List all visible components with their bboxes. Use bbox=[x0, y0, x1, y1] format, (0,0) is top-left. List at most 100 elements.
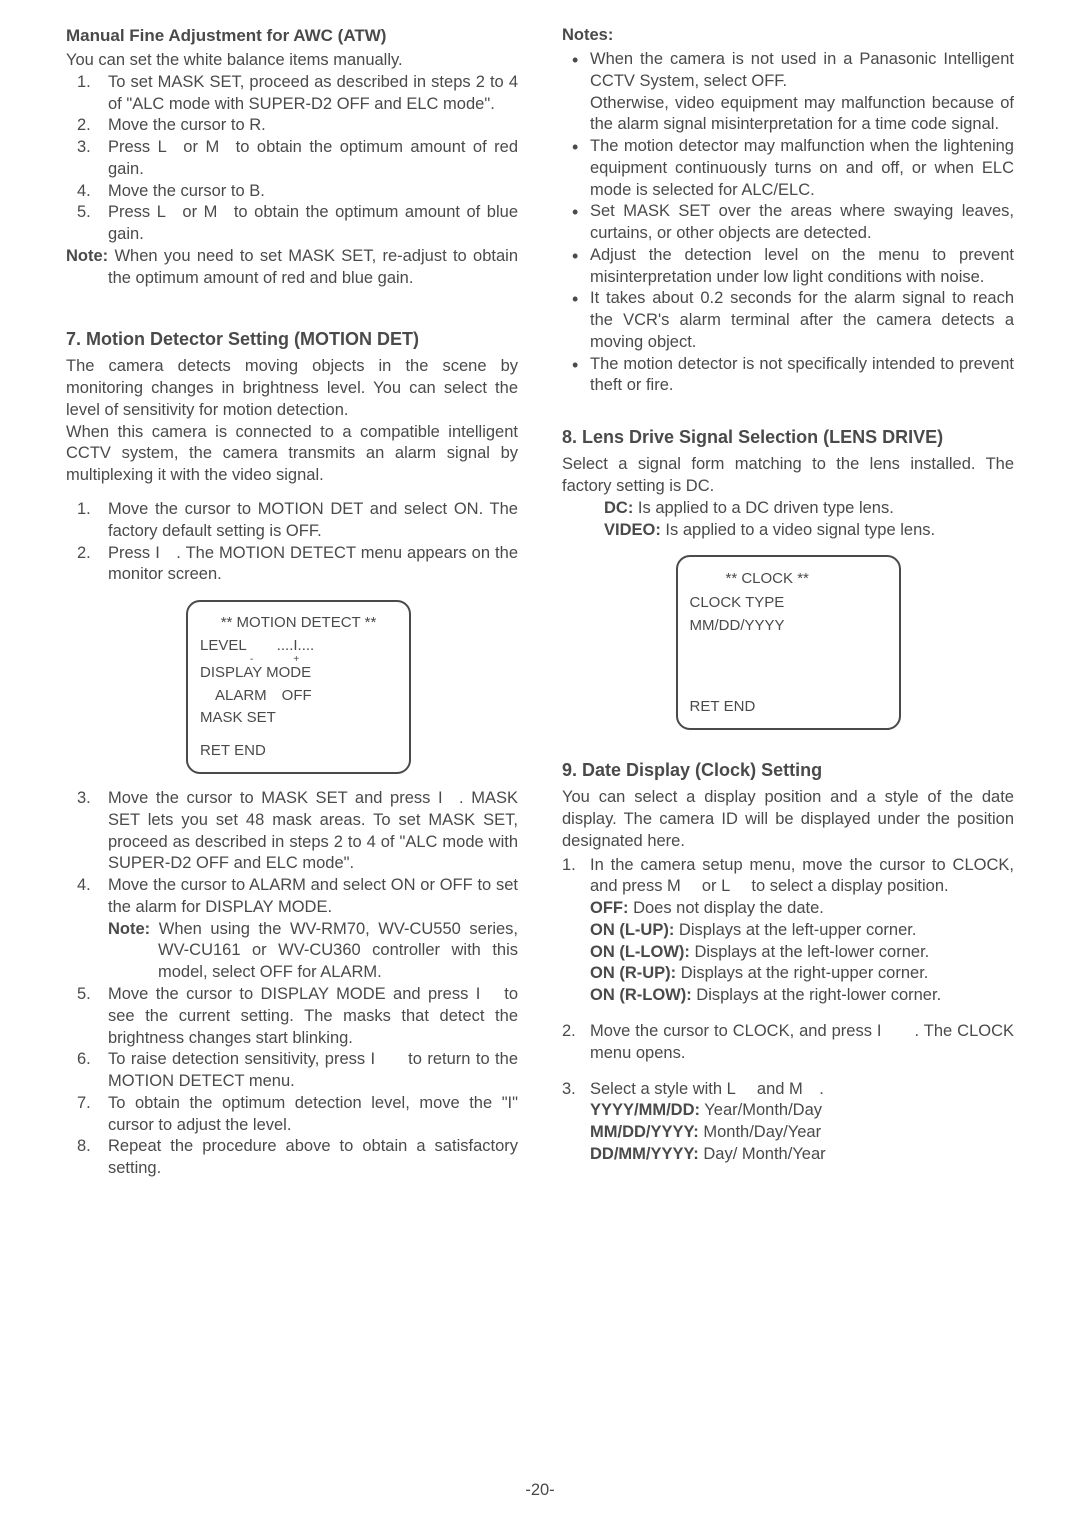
dmy-label: DD/MM/YYYY: bbox=[590, 1145, 699, 1163]
video-text: Is applied to a video signal type lens. bbox=[661, 521, 935, 539]
note-item: The motion detector may malfunction when… bbox=[562, 136, 1014, 201]
step-item: 5.Move the cursor to DISPLAY MODE and pr… bbox=[66, 984, 518, 1049]
off-line: OFF: Does not display the date. bbox=[562, 898, 1014, 920]
para-lens: Select a signal form matching to the len… bbox=[562, 454, 1014, 498]
lup-label: ON (L-UP): bbox=[590, 921, 674, 939]
clock-menu: ** CLOCK ** CLOCK TYPE MM/DD/YYYY RET EN… bbox=[676, 555, 901, 730]
spacer bbox=[200, 730, 397, 740]
video-label: VIDEO: bbox=[604, 521, 661, 539]
step-text: Select a style with L and M . bbox=[590, 1080, 824, 1098]
heading-lens-drive: 8. Lens Drive Signal Selection (LENS DRI… bbox=[562, 427, 1014, 448]
step-item: 6.To raise detection sensitivity, press … bbox=[66, 1049, 518, 1093]
menu-line: ** CLOCK ** bbox=[690, 567, 887, 590]
step-num: 3. bbox=[77, 137, 91, 159]
mdy-text: Month/Day/Year bbox=[699, 1123, 821, 1141]
llow-label: ON (L-LOW): bbox=[590, 943, 690, 961]
note-item: Set MASK SET over the areas where swayin… bbox=[562, 201, 1014, 245]
step-item: 5. Press L or M to obtain the optimum amo… bbox=[66, 202, 518, 246]
note-item: It takes about 0.2 seconds for the alarm… bbox=[562, 288, 1014, 353]
heading-motion-det: 7. Motion Detector Setting (MOTION DET) bbox=[66, 329, 518, 350]
notes-list: When the camera is not used in a Panason… bbox=[562, 49, 1014, 397]
step-text: Move the cursor to B. bbox=[108, 182, 265, 200]
rup-label: ON (R-UP): bbox=[590, 964, 676, 982]
steps-list-9-3: 3.Select a style with L and M . bbox=[562, 1079, 1014, 1101]
step-num: 5. bbox=[77, 202, 91, 224]
step-item: 2.Move the cursor to CLOCK, and press I … bbox=[562, 1021, 1014, 1065]
llow-line: ON (L-LOW): Displays at the left-lower c… bbox=[562, 942, 1014, 964]
off-text: Does not display the date. bbox=[629, 899, 824, 917]
notes-heading: Notes: bbox=[562, 26, 1014, 45]
menu-line: CLOCK TYPE MM/DD/YYYY bbox=[690, 591, 887, 638]
step-num: 1. bbox=[77, 72, 91, 94]
para-motion-2: When this camera is connected to a compa… bbox=[66, 422, 518, 487]
step-item: 1.Move the cursor to MOTION DET and sele… bbox=[66, 499, 518, 543]
step-text: In the camera setup menu, move the curso… bbox=[590, 856, 1014, 896]
llow-text: Displays at the left-lower corner. bbox=[690, 943, 929, 961]
note-text: It takes about 0.2 seconds for the alarm… bbox=[590, 289, 1014, 351]
steps-list-2: 1.Move the cursor to MOTION DET and sele… bbox=[66, 499, 518, 586]
step-text: Press I . The MOTION DETECT menu appears… bbox=[108, 544, 518, 584]
step-num: 6. bbox=[77, 1049, 91, 1071]
ymd-label: YYYY/MM/DD: bbox=[590, 1101, 700, 1119]
step-num: 5. bbox=[77, 984, 91, 1006]
step-item: 2. Move the cursor to R. bbox=[66, 115, 518, 137]
dmy-text: Day/ Month/Year bbox=[699, 1145, 826, 1163]
ymd-text: Year/Month/Day bbox=[700, 1101, 822, 1119]
para-date: You can select a display position and a … bbox=[562, 787, 1014, 852]
menu-line: ALARM OFF bbox=[200, 685, 397, 708]
steps-list-1: 1. To set MASK SET, proceed as described … bbox=[66, 72, 518, 246]
step-num: 1. bbox=[562, 855, 576, 877]
note-block: Note: When you need to set MASK SET, re-… bbox=[66, 246, 518, 290]
steps-list-3: 3.Move the cursor to MASK SET and press … bbox=[66, 788, 518, 919]
rlow-line: ON (R-LOW): Displays at the right-lower … bbox=[562, 985, 1014, 1007]
mdy-label: MM/DD/YYYY: bbox=[590, 1123, 699, 1141]
steps-list-4: 5.Move the cursor to DISPLAY MODE and pr… bbox=[66, 984, 518, 1180]
spacer bbox=[690, 637, 887, 695]
note-text: Set MASK SET over the areas where swayin… bbox=[590, 202, 1014, 242]
step-item: 1. To set MASK SET, proceed as described … bbox=[66, 72, 518, 116]
step-item: 8. Repeat the procedure above to obtain a… bbox=[66, 1136, 518, 1180]
note-text: The motion detector is not specifically … bbox=[590, 355, 1014, 395]
lup-text: Displays at the left-upper corner. bbox=[674, 921, 916, 939]
step-num: 1. bbox=[77, 499, 91, 521]
note-text: The motion detector may malfunction when… bbox=[590, 137, 1014, 199]
step-item: 3.Move the cursor to MASK SET and press … bbox=[66, 788, 518, 875]
note-text: Adjust the detection level on the menu t… bbox=[590, 246, 1014, 286]
rup-text: Displays at the right-upper corner. bbox=[676, 964, 928, 982]
dmy-line: DD/MM/YYYY: Day/ Month/Year bbox=[562, 1144, 1014, 1166]
step-text: Press L or M to obtain the optimum amoun… bbox=[108, 203, 518, 243]
rup-line: ON (R-UP): Displays at the right-upper c… bbox=[562, 963, 1014, 985]
step-num: 4. bbox=[77, 181, 91, 203]
step-text: To set MASK SET, proceed as described in… bbox=[108, 73, 518, 113]
note-item: The motion detector is not specifically … bbox=[562, 354, 1014, 398]
note-label: Note: bbox=[108, 920, 150, 938]
step-num: 3. bbox=[77, 788, 91, 810]
step-item: 2.Press I . The MOTION DETECT menu appea… bbox=[66, 543, 518, 587]
heading-awc: Manual Fine Adjustment for AWC (ATW) bbox=[66, 26, 518, 46]
para-motion-1: The camera detects moving objects in the… bbox=[66, 356, 518, 421]
note-item: Adjust the detection level on the menu t… bbox=[562, 245, 1014, 289]
heading-date-display: 9. Date Display (Clock) Setting bbox=[562, 760, 1014, 781]
step-text: Repeat the procedure above to obtain a s… bbox=[108, 1137, 518, 1177]
step-text: Move the cursor to ALARM and select ON o… bbox=[108, 876, 518, 916]
step-num: 2. bbox=[77, 115, 91, 137]
note-block: Note: When using the WV-RM70, WV-CU550 s… bbox=[66, 919, 518, 984]
step-text: Move the cursor to R. bbox=[108, 116, 266, 134]
menu-line: RET END bbox=[690, 695, 887, 718]
rlow-label: ON (R-LOW): bbox=[590, 986, 692, 1004]
step-text: Press L or M to obtain the optimum amoun… bbox=[108, 138, 518, 178]
step-num: 2. bbox=[562, 1021, 576, 1043]
menu-line: ** MOTION DETECT ** bbox=[200, 612, 397, 635]
step-num: 8. bbox=[77, 1136, 91, 1158]
step-item: 1. In the camera setup menu, move the cur… bbox=[562, 855, 1014, 899]
rlow-text: Displays at the right-lower corner. bbox=[692, 986, 941, 1004]
step-item: 4. Move the cursor to B. bbox=[66, 181, 518, 203]
step-item: 3. Press L or M to obtain the optimum amo… bbox=[66, 137, 518, 181]
two-column-layout: Manual Fine Adjustment for AWC (ATW) You… bbox=[66, 26, 1014, 1180]
mdy-line: MM/DD/YYYY: Month/Day/Year bbox=[562, 1122, 1014, 1144]
intro-text: You can set the white balance items manu… bbox=[66, 50, 518, 72]
step-num: 7. bbox=[77, 1093, 91, 1115]
step-text: To obtain the optimum detection level, m… bbox=[108, 1094, 518, 1134]
note-label: Note: bbox=[66, 247, 108, 265]
step-item: 7. To obtain the optimum detection level,… bbox=[66, 1093, 518, 1137]
